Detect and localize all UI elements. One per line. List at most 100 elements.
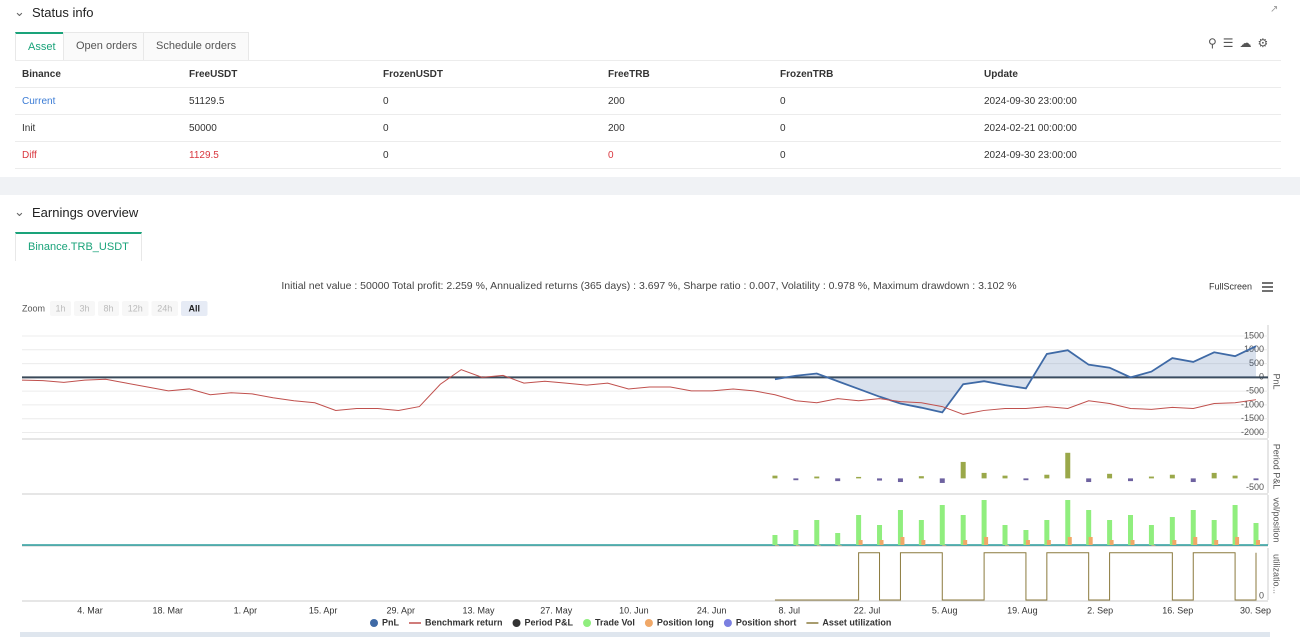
legend-symbol (370, 619, 378, 627)
earnings-panel: ⌄ Earnings overview Binance.TRB_USDT (0, 195, 1300, 637)
bar (772, 475, 778, 479)
zoom-button-label[interactable]: 1h (55, 303, 65, 313)
legend-symbol (723, 619, 732, 627)
cell: Current (22, 96, 56, 107)
legend-symbol (512, 619, 521, 627)
x-tick-label: 19. Aug (1007, 605, 1038, 615)
tab[interactable]: Asset (15, 32, 69, 61)
x-tick-label: 8. Jul (779, 605, 801, 615)
bar (1232, 475, 1238, 479)
cell: 2024-02-21 00:00:00 (984, 123, 1077, 134)
bar (858, 540, 863, 545)
legend-label[interactable]: Trade Vol (595, 617, 635, 627)
bar (856, 515, 862, 545)
bar (1109, 540, 1114, 545)
x-tick-label: 10. Jun (619, 605, 649, 615)
cell: 50000 (189, 123, 217, 134)
bar (1190, 478, 1196, 483)
chevron[interactable]: ⌄ (14, 4, 25, 19)
header-cell: Binance (22, 69, 61, 80)
header-cell: FrozenTRB (780, 69, 834, 80)
chevron[interactable]: ⌄ (14, 204, 25, 219)
legend-label[interactable]: Asset utilization (822, 617, 891, 627)
bar (835, 533, 841, 545)
bar (1148, 476, 1154, 479)
cell: 2024-09-30 23:00:00 (984, 96, 1077, 107)
bar (1169, 517, 1175, 545)
bar (1232, 505, 1238, 545)
legend-label[interactable]: PnL (382, 617, 400, 627)
bar (1086, 478, 1092, 483)
bar (814, 476, 820, 479)
zoom-button-label[interactable]: All (188, 303, 200, 313)
bar (816, 545, 821, 546)
cell: 0 (383, 150, 389, 161)
bar (1065, 452, 1071, 479)
bar (877, 525, 883, 545)
table-row: Init 50000 0 200 0 2024-02-21 00:00:00 (15, 115, 1281, 142)
area (774, 346, 1256, 413)
x-tick-label: 18. Mar (152, 605, 183, 615)
cell: 0 (780, 150, 786, 161)
toolbar-icons[interactable]: ⚲☰☁⚙ (1208, 36, 1275, 50)
bar (939, 505, 945, 545)
bar (795, 545, 800, 546)
bar (1023, 478, 1029, 481)
bar (879, 540, 884, 545)
bar (1253, 478, 1259, 481)
tab[interactable]: Open orders (63, 32, 151, 60)
cell: 1129.5 (189, 150, 219, 161)
x-tick-label: 16. Sep (1162, 605, 1193, 615)
collapse-icon[interactable]: ↗ (1270, 4, 1279, 15)
section-title: Earnings overview (32, 205, 139, 220)
x-tick-label: 15. Apr (309, 605, 338, 615)
zoom-button-label[interactable]: 3h (79, 303, 89, 313)
bar (837, 545, 842, 546)
x-tick-label: 13. May (462, 605, 495, 615)
y-axis-label: vol/position (1272, 497, 1282, 542)
cell: Init (22, 123, 36, 134)
fullscreen-button[interactable]: FullScreen (1209, 281, 1252, 291)
table-row: Diff 1129.5 0 0 0 2024-09-30 23:00:00 (15, 142, 1281, 169)
x-tick-label: 4. Mar (77, 605, 103, 615)
legend-label[interactable]: Period P&L (525, 617, 574, 627)
bar (1002, 475, 1008, 479)
y-tick-label: -1500 (1241, 413, 1264, 423)
cell: 200 (608, 123, 625, 134)
legend-symbol (583, 619, 592, 627)
zoom-button-label[interactable]: 12h (128, 303, 143, 313)
bar (1190, 510, 1196, 545)
y-tick-label: 500 (1249, 358, 1264, 368)
tab[interactable]: Schedule orders (143, 32, 250, 60)
y-axis-label: Period P&L (1272, 444, 1282, 490)
bar (793, 530, 799, 545)
bar (981, 500, 987, 545)
legend-label[interactable]: Benchmark return (425, 617, 503, 627)
series-line (774, 552, 1257, 601)
bar (918, 476, 924, 479)
bar (774, 545, 779, 546)
legend-label[interactable]: Position short (736, 617, 797, 627)
zoom-button-label[interactable]: 8h (103, 303, 113, 313)
bar (1130, 540, 1135, 545)
zoom-button-label[interactable]: 24h (157, 303, 172, 313)
cell: 0 (608, 150, 614, 161)
tab[interactable]: Binance.TRB_USDT (15, 232, 142, 261)
bar (1107, 520, 1113, 545)
header-cell: FreeUSDT (189, 69, 238, 80)
status-panel: ⌄ Status info ↗ ⚲☰☁⚙ Asset Open orders Sch… (0, 0, 1300, 177)
bar (1256, 540, 1260, 545)
header-cell: FrozenUSDT (383, 69, 443, 80)
bar (1046, 540, 1051, 545)
y-tick-label: -500 (1246, 386, 1264, 396)
legend-label[interactable]: Position long (657, 617, 714, 627)
bar (772, 535, 778, 545)
menu-icon[interactable] (1262, 282, 1273, 292)
cell: 0 (383, 96, 389, 107)
cell: 0 (780, 96, 786, 107)
bar (1169, 474, 1175, 479)
bar (856, 476, 862, 479)
zoom-button (181, 301, 208, 316)
navigator[interactable] (20, 632, 1270, 637)
zoom-button (151, 301, 178, 316)
